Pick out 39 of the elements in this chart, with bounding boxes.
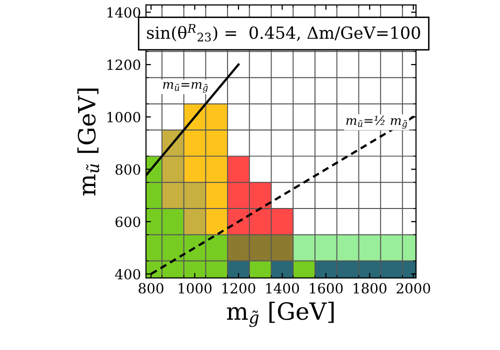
point [271, 234, 294, 261]
y-tick-label: 400 [115, 268, 140, 280]
y-tick-label: 1400 [107, 7, 140, 18]
x-axis-title: m$_{g̃}$ [GeV] [226, 302, 334, 328]
x-tick-label: 1400 [266, 283, 299, 294]
point [314, 234, 337, 261]
point [206, 156, 228, 182]
point [228, 156, 250, 182]
point [358, 234, 381, 261]
point [228, 234, 250, 261]
annotation: m$_{ũ}$=m$_{g̃}$ [163, 82, 208, 93]
point [184, 208, 206, 235]
annotation: sin(θ$^{R}$$_{23}$) = 0.454, Δm/GeV=100 [147, 24, 420, 42]
point [206, 130, 228, 156]
x-tick-label: 800 [138, 283, 164, 294]
y-tick-label: 1200 [107, 60, 140, 70]
point [249, 234, 272, 261]
point [336, 234, 359, 261]
x-tick-label: 1600 [310, 283, 343, 294]
point [271, 208, 294, 235]
y-tick-label: 800 [116, 164, 140, 175]
annotation: m$_{ũ}$=½ m$_{g̃}$ [346, 116, 408, 129]
x-tick-label: 1200 [222, 283, 256, 294]
y-axis-title: m$_{ũ}$ [GeV] [77, 88, 100, 196]
point [162, 156, 184, 182]
point [206, 182, 228, 209]
x-tick-label: 2000 [396, 283, 430, 294]
point [228, 182, 250, 209]
point [380, 234, 402, 261]
point [184, 156, 206, 182]
y-tick-label: 600 [116, 216, 140, 228]
y-tick-label: 1000 [107, 112, 140, 122]
point [162, 182, 184, 209]
point [184, 182, 206, 209]
x-tick-label: 1800 [354, 283, 386, 294]
point [206, 104, 228, 130]
x-tick-label: 1000 [178, 283, 212, 294]
point [184, 130, 206, 156]
point [293, 234, 315, 261]
